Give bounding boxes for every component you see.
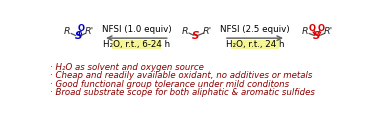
Text: H₂O, r.t., 6-24 h: H₂O, r.t., 6-24 h [103, 40, 170, 49]
Text: · Good functional group tolerance under mild conditons: · Good functional group tolerance under … [50, 80, 289, 89]
FancyBboxPatch shape [231, 40, 279, 49]
Text: S: S [74, 31, 82, 41]
Text: NFSI (1.0 equiv): NFSI (1.0 equiv) [102, 25, 171, 34]
Text: NFSI (2.5 equiv): NFSI (2.5 equiv) [220, 25, 290, 34]
FancyBboxPatch shape [112, 40, 161, 49]
Text: S: S [192, 31, 200, 41]
Text: O: O [318, 24, 325, 33]
Text: R: R [182, 27, 189, 37]
Text: R': R' [203, 27, 212, 37]
Text: · H₂O as solvent and oxygen source: · H₂O as solvent and oxygen source [50, 63, 203, 72]
Text: O: O [78, 24, 85, 33]
Text: R': R' [324, 27, 333, 37]
Text: R': R' [84, 27, 94, 37]
Text: H₂O, r.t., 24 h: H₂O, r.t., 24 h [226, 40, 284, 49]
Text: · Cheap and readily available oxidant, no additives or metals: · Cheap and readily available oxidant, n… [50, 71, 312, 80]
Text: R: R [64, 27, 71, 37]
Text: R: R [302, 27, 309, 37]
Text: · Broad substrate scope for both aliphatic & aromatic sulfides: · Broad substrate scope for both aliphat… [50, 88, 314, 97]
Text: O: O [309, 24, 316, 33]
Text: S: S [313, 31, 321, 41]
